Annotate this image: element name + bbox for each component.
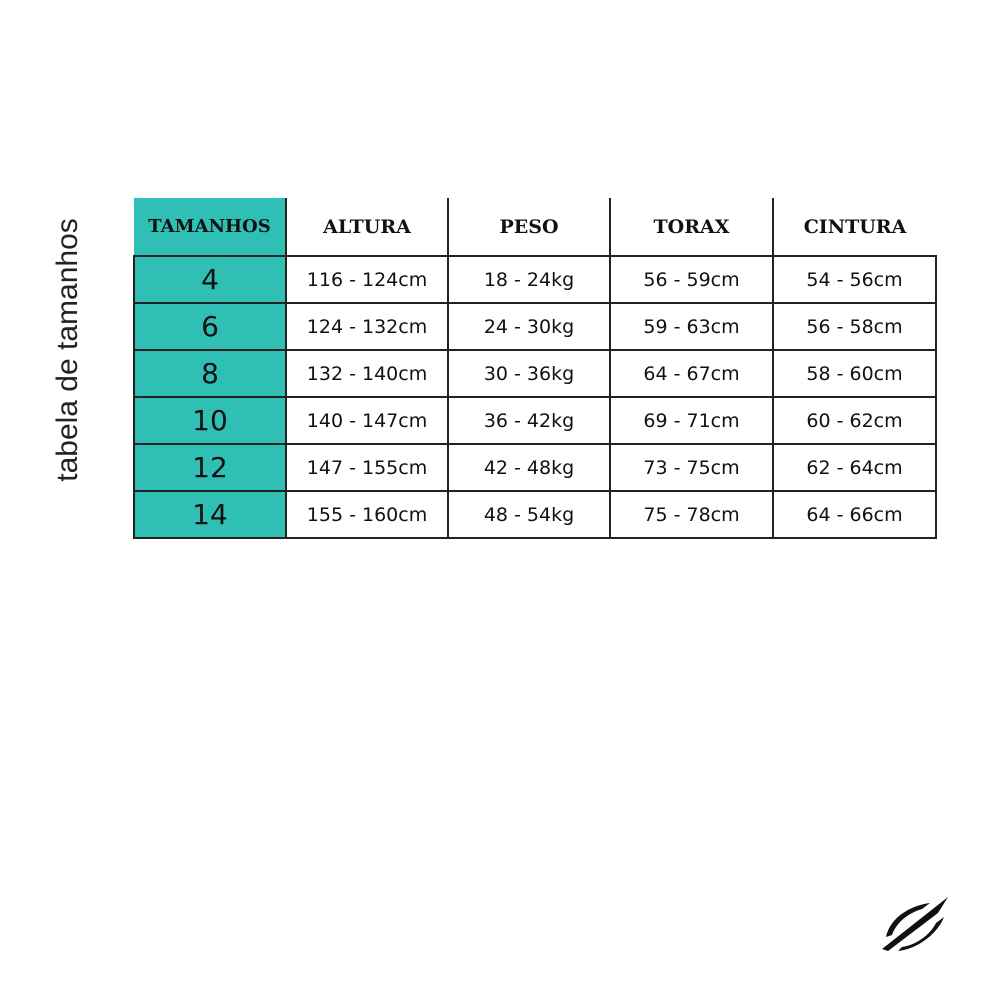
- table-row: 10 140 - 147cm 36 - 42kg 69 - 71cm 60 - 62cm: [133, 396, 937, 445]
- table-cell: 48 - 54kg: [447, 490, 611, 539]
- size-cell: 10: [133, 396, 287, 445]
- column-header-altura: ALTURA: [285, 198, 448, 257]
- table-cell: 75 - 78cm: [609, 490, 774, 539]
- table-cell: 24 - 30kg: [447, 302, 611, 351]
- size-cell: 8: [133, 349, 287, 398]
- table-cell: 54 - 56cm: [772, 255, 937, 304]
- table-row: 14 155 - 160cm 48 - 54kg 75 - 78cm 64 - 66cm: [133, 490, 937, 539]
- table-cell: 62 - 64cm: [772, 443, 937, 492]
- table-cell: 60 - 62cm: [772, 396, 937, 445]
- size-table: TAMANHOS ALTURA PESO TORAX CINTURA 4 116 - 12…: [133, 198, 937, 539]
- table-row: 4 116 - 124cm 18 - 24kg 56 - 59cm 54 - 56cm: [133, 255, 937, 304]
- table-cell: 140 - 147cm: [285, 396, 449, 445]
- table-cell: 124 - 132cm: [285, 302, 449, 351]
- table-cell: 36 - 42kg: [447, 396, 611, 445]
- table-cell: 116 - 124cm: [285, 255, 449, 304]
- size-cell: 12: [133, 443, 287, 492]
- table-cell: 58 - 60cm: [772, 349, 937, 398]
- table-cell: 64 - 66cm: [772, 490, 937, 539]
- column-header-tamanhos: TAMANHOS: [134, 198, 286, 257]
- page-title: tabela de tamanhos: [51, 218, 84, 482]
- table-row: 6 124 - 132cm 24 - 30kg 59 - 63cm 56 - 58cm: [133, 302, 937, 351]
- table-cell: 59 - 63cm: [609, 302, 774, 351]
- table-cell: 132 - 140cm: [285, 349, 449, 398]
- size-cell: 6: [133, 302, 287, 351]
- table-cell: 64 - 67cm: [609, 349, 774, 398]
- table-cell: 18 - 24kg: [447, 255, 611, 304]
- table-cell: 73 - 75cm: [609, 443, 774, 492]
- table-cell: 42 - 48kg: [447, 443, 611, 492]
- table-cell: 147 - 155cm: [285, 443, 449, 492]
- table-cell: 69 - 71cm: [609, 396, 774, 445]
- table-cell: 56 - 59cm: [609, 255, 774, 304]
- size-cell: 4: [133, 255, 287, 304]
- table-row: 12 147 - 155cm 42 - 48kg 73 - 75cm 62 - 64cm: [133, 443, 937, 492]
- header-row: TAMANHOS ALTURA PESO TORAX CINTURA: [134, 198, 936, 257]
- table-cell: 30 - 36kg: [447, 349, 611, 398]
- table-row: 8 132 - 140cm 30 - 36kg 64 - 67cm 58 - 60cm: [133, 349, 937, 398]
- table-cell: 56 - 58cm: [772, 302, 937, 351]
- column-header-torax: TORAX: [609, 198, 773, 257]
- column-header-peso: PESO: [447, 198, 610, 257]
- size-cell: 14: [133, 490, 287, 539]
- column-header-cintura: CINTURA: [772, 198, 936, 257]
- table-cell: 155 - 160cm: [285, 490, 449, 539]
- brand-logo-icon: [882, 897, 948, 951]
